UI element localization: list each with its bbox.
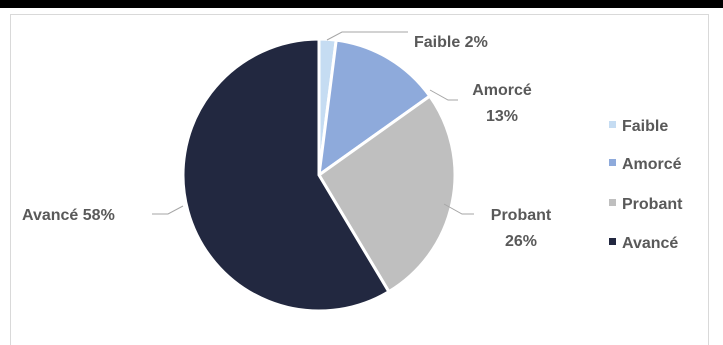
data-label-probant-pct: 26%	[505, 233, 537, 250]
pie-slice-amorce	[317, 38, 432, 179]
data-label-faible: Faible 2%	[414, 34, 488, 51]
leader-amorce	[429, 89, 458, 101]
leader-probant	[443, 203, 474, 215]
legend-swatch-probant	[609, 199, 616, 206]
legend-label-amorce: Amorcé	[622, 156, 682, 173]
pie-slice-probant	[317, 94, 457, 294]
legend-swatch-faible	[609, 121, 616, 128]
pie-slices	[181, 37, 457, 313]
legend-label-avance: Avancé	[622, 235, 678, 252]
data-label-avance: Avancé 58%	[22, 207, 115, 224]
data-label-amorce-pct: 13%	[486, 108, 518, 125]
legend-swatch-avance	[609, 238, 616, 245]
legend-label-probant: Probant	[622, 196, 683, 213]
data-label-probant-name: Probant	[491, 207, 552, 224]
leader-avance	[152, 205, 184, 215]
top-border	[0, 0, 723, 8]
leader-faible	[326, 31, 408, 41]
leader-lines	[152, 31, 474, 215]
data-label-amorce-name: Amorcé	[472, 82, 532, 99]
legend-swatch-amorce	[609, 159, 616, 166]
legend: Faible Amorcé Probant Avancé	[609, 118, 683, 252]
legend-label-faible: Faible	[622, 118, 668, 135]
pie-slice-avance	[181, 37, 391, 313]
